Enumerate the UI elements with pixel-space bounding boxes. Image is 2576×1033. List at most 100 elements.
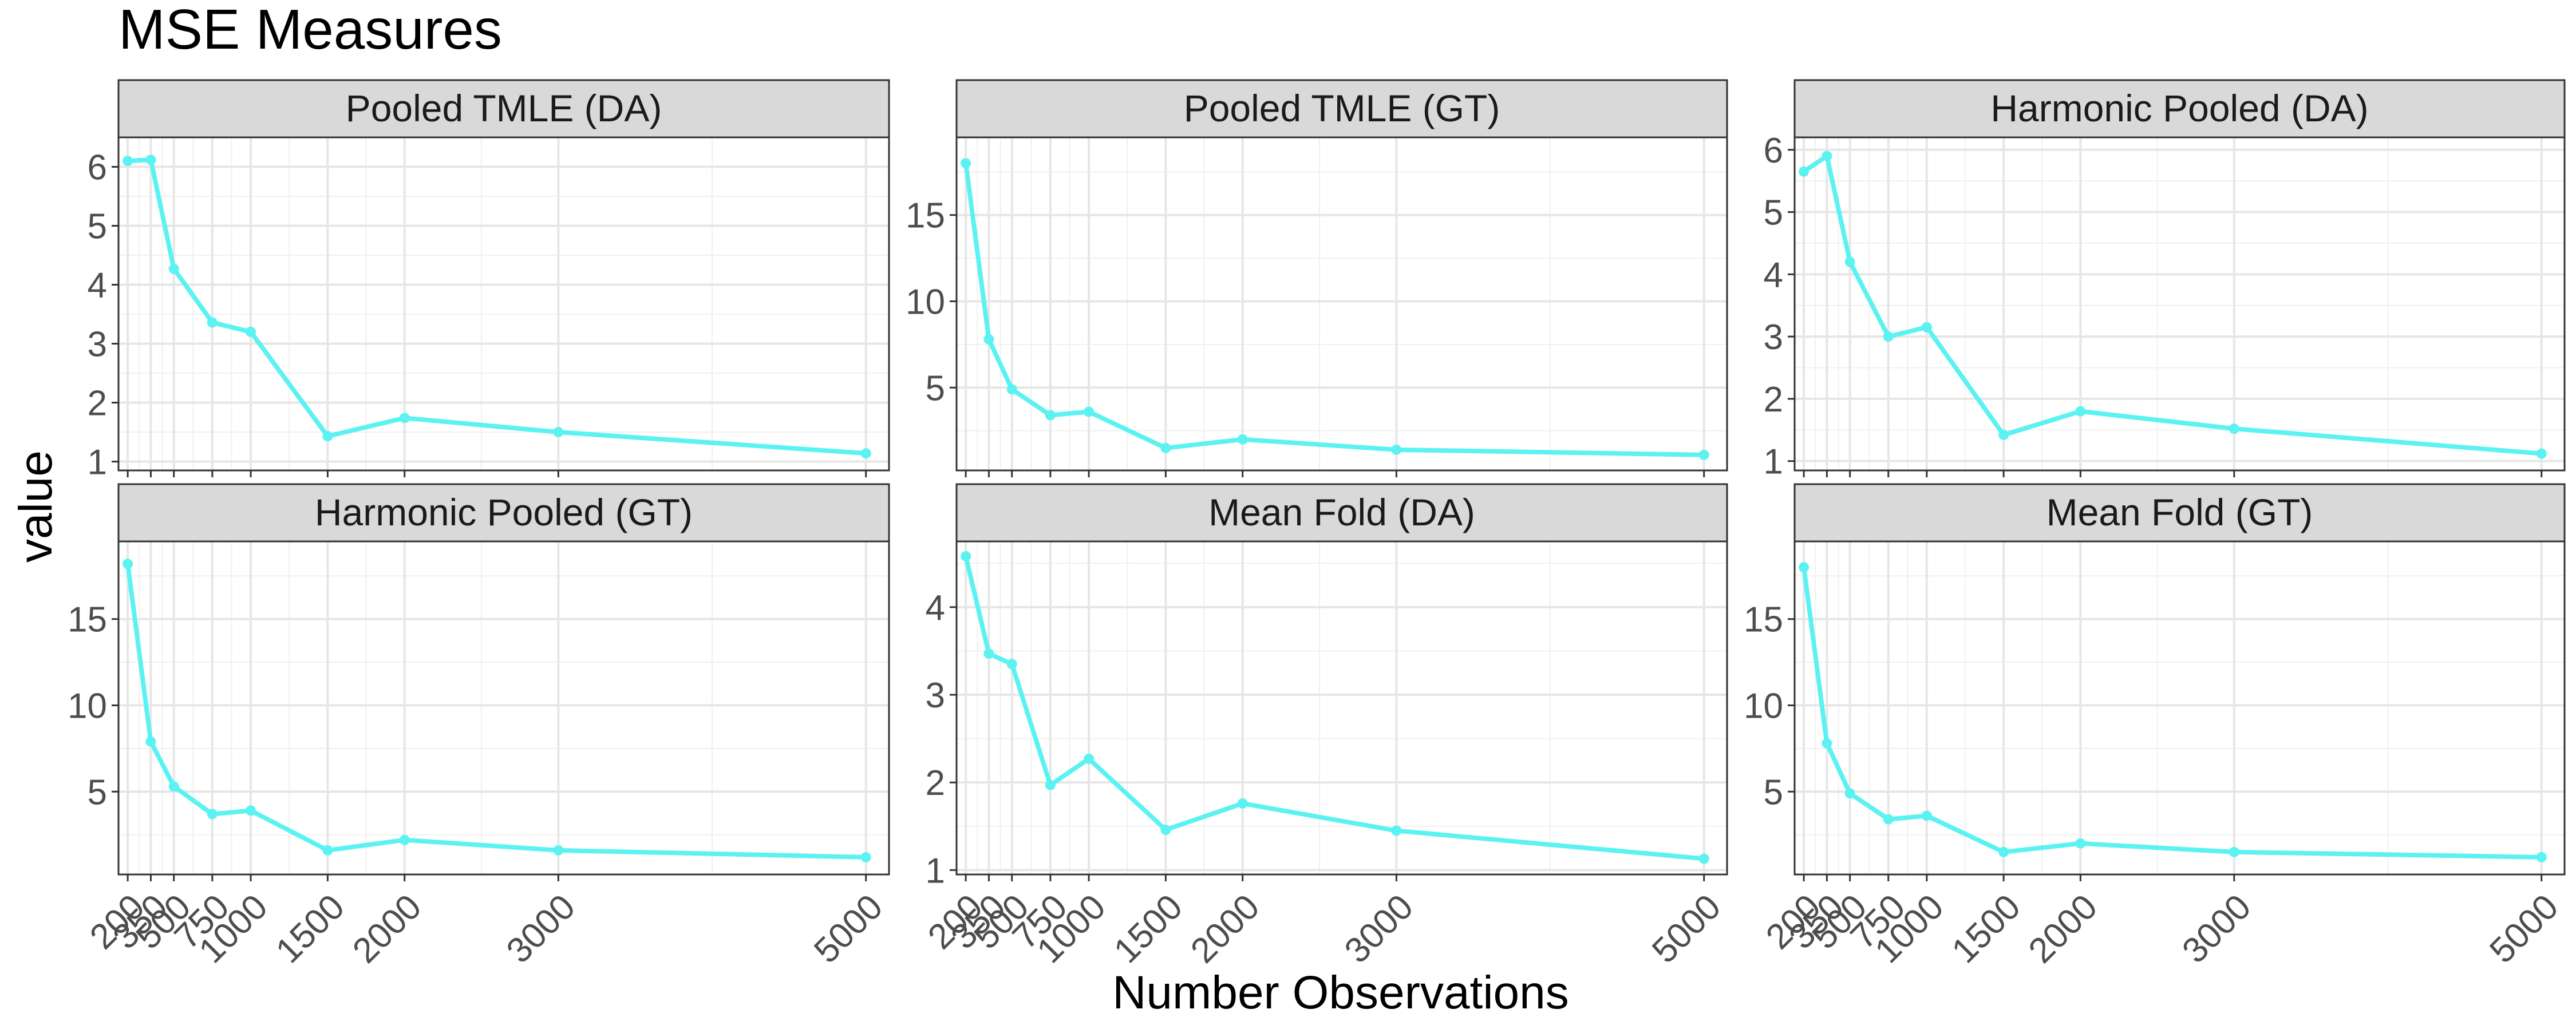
data-point [2075,838,2086,849]
data-point [961,158,971,169]
data-point [1799,166,1809,177]
data-point [1921,322,1932,333]
facet-strip-label: Mean Fold (GT) [2046,491,2313,533]
plot-background [957,541,1727,874]
x-tick-label: 2000 [1183,887,1267,971]
data-point [1237,798,1248,809]
y-tick-label: 4 [1764,255,1783,295]
data-point [1883,331,1894,342]
y-tick-label: 1 [926,851,945,890]
panel-border [117,136,890,472]
data-point [553,845,564,856]
data-point [553,427,564,438]
data-point [1799,562,1809,573]
y-tick-label: 6 [88,148,107,188]
x-tick-label: 2000 [2021,887,2105,971]
y-tick-label: 4 [926,588,945,628]
facet-panel-6: Mean Fold (GT)51015200350500750100015002… [1744,483,2566,971]
panel-border [117,540,890,876]
x-axis-label: Number Observations [1112,967,1569,1019]
panel-border [955,540,1728,876]
data-point [123,559,133,569]
y-tick-label: 2 [1764,380,1783,419]
plot-background [1795,541,2565,874]
data-point [2229,846,2239,857]
data-point [1045,410,1056,421]
facet-panel-2: Pooled TMLE (GT) 5 10 15 [906,79,1728,477]
y-tick-label: 2 [88,384,107,424]
y-tick-label: 2 [926,763,945,803]
plot-background [118,137,889,470]
data-point [1006,659,1017,670]
data-point [1822,151,1832,161]
plot-background [118,541,889,874]
chart-title: MSE Measures [118,0,502,61]
data-point [145,155,156,165]
data-point [860,852,871,862]
data-point [399,834,410,845]
data-point [961,551,971,562]
x-tick-label: 3000 [499,887,583,971]
data-point [1698,449,1709,460]
data-point [1998,846,2009,857]
y-tick-label: 1 [1764,442,1783,482]
data-point [246,805,256,816]
data-point [322,845,333,856]
facet-strip [117,79,890,138]
data-point [168,781,179,792]
facet-strip [1793,79,2566,138]
y-axis-label: value [10,450,62,563]
data-point [983,334,994,345]
data-point [1160,824,1171,835]
data-point [207,317,218,328]
data-point [246,326,256,337]
y-tick-label: 15 [906,196,945,236]
y-tick-label: 1 [88,443,107,482]
data-point [1084,406,1095,417]
data-point [399,413,410,424]
data-point [145,736,156,747]
facet-panel-1: Pooled TMLE (DA) 1 2 3 4 5 6 [88,79,890,482]
facet-panel-5: Mean Fold (DA)12342003505007501000150020… [920,483,1728,971]
x-tick-label: 5000 [2482,887,2566,971]
facet-strip-label: Harmonic Pooled (DA) [1990,87,2368,129]
y-tick-label: 5 [1764,193,1783,233]
data-point [1160,442,1171,453]
data-point [983,648,994,659]
y-tick-label: 5 [88,207,107,247]
facet-strip-label: Pooled TMLE (GT) [1184,87,1500,129]
panel-border [1793,136,2566,472]
x-tick-label: 2000 [345,887,429,971]
y-tick-label: 4 [88,266,107,306]
data-point [1006,384,1017,395]
data-point [2536,852,2547,862]
x-tick-label: 1500 [268,887,352,971]
x-tick-label: 5000 [807,887,890,971]
data-point [1237,434,1248,445]
facet-panel-3: Harmonic Pooled (DA) 1 2 3 4 5 6 [1764,79,2566,482]
y-tick-label: 10 [68,686,107,726]
data-point [1391,444,1402,455]
y-tick-label: 3 [926,676,945,715]
data-point [1844,256,1855,267]
x-tick-label: 5000 [1645,887,1728,971]
y-tick-label: 3 [88,325,107,365]
facet-strip-label: Pooled TMLE (DA) [346,87,662,129]
y-tick-label: 10 [906,282,945,322]
x-tick-label: 1500 [1945,887,2028,971]
data-point [1844,788,1855,799]
data-point [1883,814,1894,825]
data-point [322,431,333,442]
data-point [1045,779,1056,790]
x-tick-label: 3000 [1337,887,1421,971]
y-tick-label: 5 [88,773,107,812]
y-tick-label: 5 [926,369,945,408]
facet-strip-label: Harmonic Pooled (GT) [315,491,693,533]
data-point [860,448,871,459]
data-point [123,156,133,167]
data-point [168,263,179,274]
data-point [2229,424,2239,434]
data-point [1998,429,2009,440]
data-point [2075,406,2086,417]
